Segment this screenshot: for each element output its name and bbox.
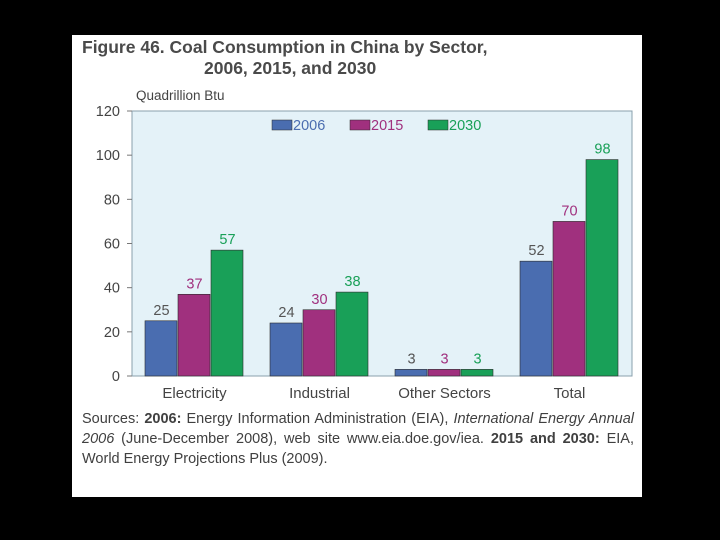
sources-text-2: (June-December 2008), web site www.eia.d…	[114, 431, 491, 447]
sources-publication: International Energy Annual 2006	[82, 411, 635, 447]
bar-2006	[269, 322, 303, 377]
data-label-2006: 52	[528, 243, 544, 259]
bar-2006	[394, 369, 428, 377]
legend-label-2006: 2006	[293, 118, 325, 134]
y-tick-label: 0	[112, 369, 120, 385]
figure-panel: 0 20 40 60 80 100 120 25 37 57 24 30 38 3 3 3 52 70 98 El…	[72, 35, 642, 497]
data-label-2015: 30	[311, 292, 327, 308]
data-label-2030: 98	[594, 142, 610, 158]
chart-title-line1: Figure 46. Coal Consumption in China by …	[82, 37, 488, 57]
legend-swatch-2030	[427, 119, 449, 131]
coal-consumption-chart: 0 20 40 60 80 100 120 25 37 57 24 30 38 3 3 3 52 70 98 El…	[96, 88, 633, 402]
bar-2006	[519, 260, 553, 377]
data-label-2006: 3	[407, 351, 415, 367]
x-category-label: Industrial	[289, 385, 350, 402]
sources-text-3: EIA, World Energy Projections Plus (2009…	[82, 431, 634, 467]
data-label-2015: 37	[186, 276, 202, 292]
sources-note: Sources: 2006: Energy Information Admini…	[82, 409, 634, 469]
legend-swatch-2015	[349, 119, 371, 131]
sources-prefix: Sources:	[82, 411, 145, 427]
data-label-2030: 57	[219, 232, 235, 248]
y-axis: 0 20 40 60 80 100 120	[96, 104, 132, 385]
data-label-2006: 25	[153, 303, 169, 319]
sources-year-2006: 2006:	[144, 411, 182, 427]
y-tick-label: 80	[104, 192, 120, 208]
x-category-label: Total	[554, 385, 586, 402]
y-tick-label: 40	[104, 281, 120, 297]
x-category-label: Other Sectors	[398, 385, 491, 402]
data-label-2006: 24	[278, 305, 294, 321]
data-label-2015: 70	[561, 203, 577, 219]
y-axis-label: Quadrillion Btu	[136, 88, 225, 103]
chart-title: Figure 46. Coal Consumption in China by …	[82, 37, 632, 79]
x-category-label: Electricity	[162, 385, 227, 402]
sources-years-2015-2030: 2015 and 2030:	[490, 431, 600, 447]
legend: 2006 2015 2030	[271, 118, 481, 134]
bar-2030	[585, 159, 619, 377]
data-label-2015: 3	[440, 351, 448, 367]
legend-label-2015: 2015	[371, 118, 403, 134]
bar-2015	[552, 221, 586, 377]
bar-2030	[335, 291, 369, 377]
y-tick-label: 60	[104, 237, 120, 253]
data-label-2030: 38	[344, 274, 360, 290]
bar-2006	[144, 320, 178, 377]
legend-swatch-2006	[271, 119, 293, 131]
data-labels: 25 37 57 24 30 38 3 3 3 52 70 98	[153, 142, 610, 368]
bar-2015	[177, 293, 211, 377]
bar-2015	[427, 369, 461, 377]
y-tick-label: 100	[96, 148, 120, 164]
bars	[144, 159, 619, 377]
bar-2030	[210, 249, 244, 377]
y-tick-label: 20	[104, 325, 120, 341]
y-tick-label: 120	[96, 104, 120, 120]
legend-label-2030: 2030	[449, 118, 481, 134]
bar-2030	[460, 369, 494, 377]
data-label-2030: 3	[473, 351, 481, 367]
chart-title-line2: 2006, 2015, and 2030	[204, 58, 377, 78]
bar-2015	[302, 309, 336, 377]
sources-text-1: Energy Information Administration (EIA),	[181, 411, 454, 427]
x-axis: Electricity Industrial Other Sectors Total	[162, 385, 585, 402]
